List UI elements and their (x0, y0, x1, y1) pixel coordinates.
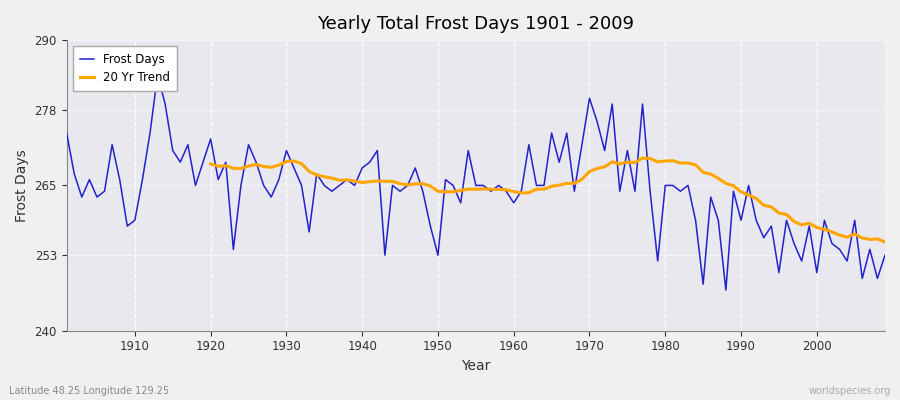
Frost Days (516, 189, 526, 194)
20 Yr Trend (773, 211, 784, 216)
Frost Days (721, 288, 732, 292)
Legend: Frost Days, 20 Yr Trend: Frost Days, 20 Yr Trend (73, 46, 177, 91)
Frost Days (122, 224, 132, 228)
20 Yr Trend (682, 161, 693, 166)
Y-axis label: Frost Days: Frost Days (15, 149, 29, 222)
20 Yr Trend (205, 162, 216, 166)
20 Yr Trend (879, 240, 890, 244)
20 Yr Trend (857, 236, 868, 240)
Title: Yearly Total Frost Days 1901 - 2009: Yearly Total Frost Days 1901 - 2009 (318, 15, 634, 33)
X-axis label: Year: Year (461, 359, 491, 373)
Text: worldspecies.org: worldspecies.org (809, 386, 891, 396)
Frost Days (152, 72, 163, 77)
Frost Days (342, 177, 353, 182)
Frost Days (296, 183, 307, 188)
20 Yr Trend (788, 219, 799, 224)
Frost Days (61, 131, 72, 136)
20 Yr Trend (637, 156, 648, 160)
Line: Frost Days: Frost Days (67, 75, 885, 290)
Frost Days (879, 253, 890, 258)
20 Yr Trend (410, 182, 420, 186)
Frost Days (508, 200, 519, 205)
20 Yr Trend (296, 161, 307, 166)
Line: 20 Yr Trend: 20 Yr Trend (211, 158, 885, 242)
Text: Latitude 48.25 Longitude 129.25: Latitude 48.25 Longitude 129.25 (9, 386, 169, 396)
Frost Days (607, 102, 617, 106)
